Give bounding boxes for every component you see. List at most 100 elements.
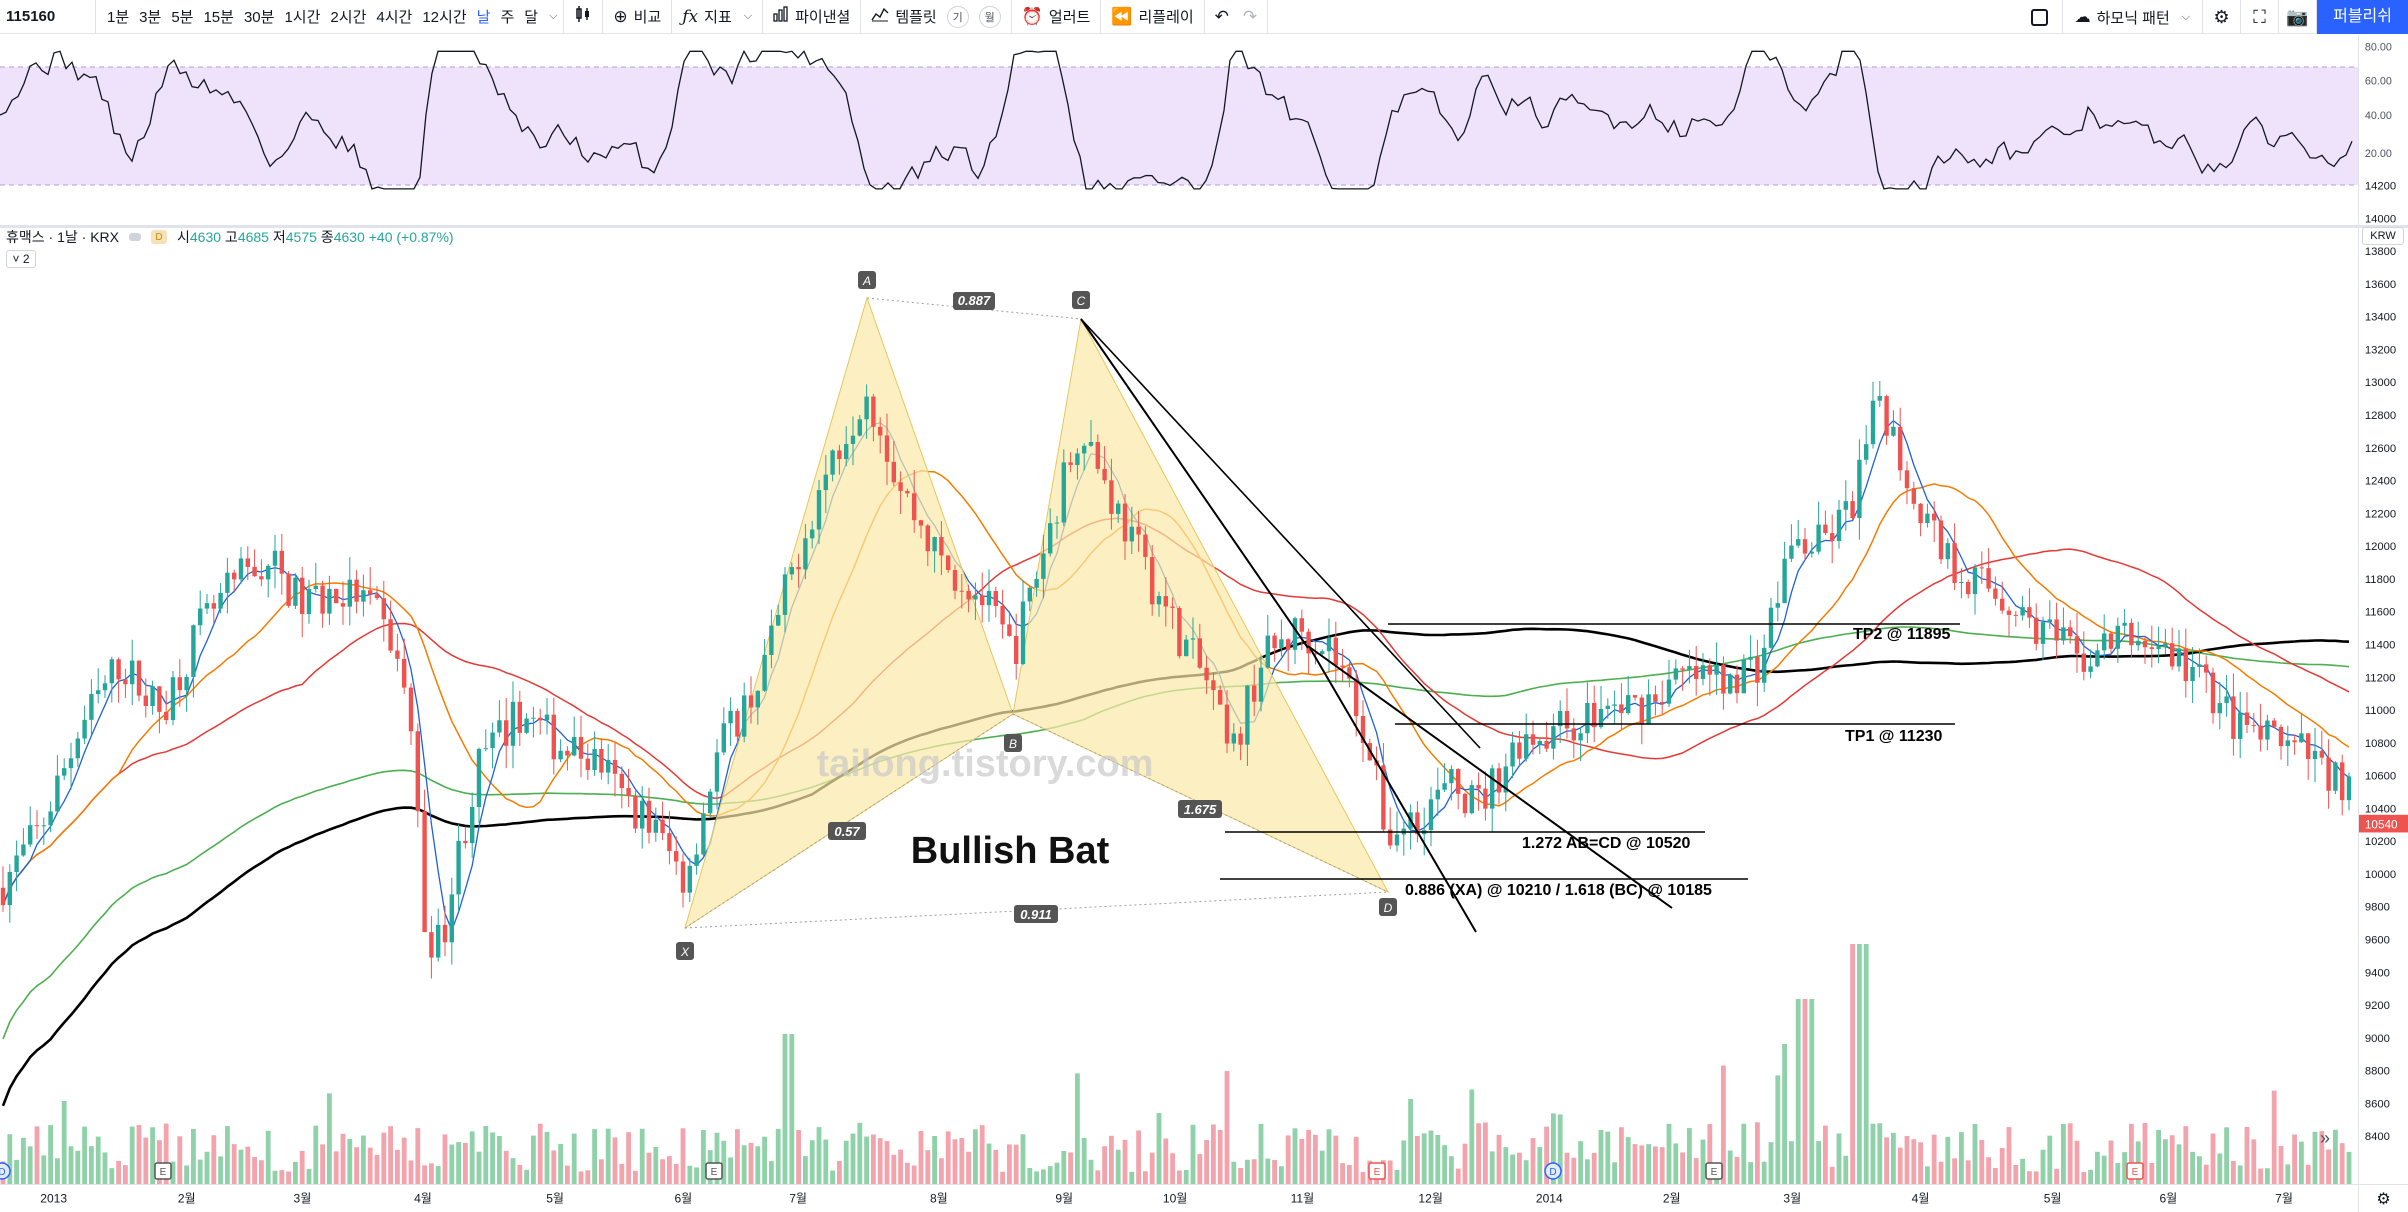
compare-button[interactable]: ⊕ 비교 — [603, 0, 673, 34]
interval-15m[interactable]: 15분 — [203, 9, 234, 26]
volume-bar — [932, 1136, 937, 1184]
interval-4h[interactable]: 4시간 — [376, 9, 413, 26]
scroll-to-realtime-icon[interactable]: » — [2319, 1127, 2330, 1148]
volume-bar — [1238, 1167, 1243, 1184]
candle — [232, 569, 237, 591]
candle-body — [1286, 639, 1291, 650]
publish-button[interactable]: 퍼블리쉬 — [2317, 0, 2408, 34]
price-axis[interactable]: 80.00 60.00 40.00 20.00 14200 14000 13800 13600… — [2358, 35, 2408, 1184]
volume-bar — [592, 1129, 597, 1184]
point-x-badge[interactable]: X — [676, 942, 694, 960]
trendline-steep[interactable] — [1309, 647, 1477, 933]
point-d-badge[interactable]: D — [1379, 898, 1397, 916]
legend-title[interactable]: 휴맥스 · 1날 · KRX — [6, 229, 119, 245]
volume-bar — [1449, 1156, 1454, 1184]
candle — [1184, 634, 1189, 657]
chevron-down-icon[interactable]: ⌵ — [549, 10, 558, 22]
volume-bar — [1918, 1142, 1923, 1184]
candle-body — [1476, 785, 1481, 789]
indicator-collapse-button[interactable]: ˅ 2 — [6, 250, 36, 268]
redo-icon[interactable]: ↷ — [1242, 6, 1258, 26]
earnings-marker[interactable]: E — [154, 1162, 172, 1180]
currency-selector[interactable]: KRW — [2362, 227, 2404, 245]
interval-5m[interactable]: 5분 — [171, 9, 194, 26]
volume-bar — [1462, 1143, 1468, 1184]
volume-bar — [1653, 1146, 1658, 1184]
interval-12h[interactable]: 12시간 — [422, 9, 467, 26]
trendline-mid[interactable] — [1080, 318, 1481, 749]
camera-icon[interactable]: 📷 — [2279, 0, 2318, 34]
price-axis-label: 12600 — [2365, 443, 2396, 455]
bar-chart-icon — [773, 6, 789, 27]
candle — [1843, 480, 1848, 531]
earnings-marker[interactable]: E — [1705, 1162, 1723, 1180]
candle-body — [14, 855, 19, 873]
candle — [96, 668, 101, 704]
volume-bar — [1387, 1160, 1393, 1184]
volume-bar — [1211, 1124, 1216, 1184]
template-mini-button-1[interactable]: 기 — [946, 5, 969, 28]
earnings-marker[interactable]: E — [705, 1162, 723, 1180]
pane-divider[interactable] — [0, 225, 2408, 228]
symbol-search[interactable]: 115160 — [0, 0, 96, 34]
candle-body — [1741, 659, 1746, 694]
candle — [259, 559, 264, 587]
indicators-button[interactable]: ƒx 지표 ⌵ — [672, 0, 764, 34]
interval-1h[interactable]: 1시간 — [284, 9, 321, 26]
volume-bar — [2333, 1129, 2338, 1184]
volume-bar — [1503, 1147, 1509, 1184]
candle — [286, 571, 291, 608]
candle — [1524, 713, 1529, 762]
interval-1m[interactable]: 1분 — [107, 9, 130, 26]
dividend-marker[interactable]: D — [0, 1162, 11, 1180]
earnings-marker[interactable]: E — [1368, 1162, 1386, 1180]
chart-type-button[interactable] — [564, 0, 604, 34]
interval-3m[interactable]: 3분 — [139, 9, 162, 26]
undo-icon[interactable]: ↶ — [1214, 6, 1229, 26]
interval-week[interactable]: 주 — [500, 9, 515, 26]
trendline-long[interactable] — [1307, 645, 1673, 909]
volume-bar — [517, 1164, 523, 1184]
candle-body — [130, 660, 135, 685]
trendline-c[interactable] — [1080, 318, 1309, 649]
layout-square-icon[interactable] — [2030, 8, 2048, 26]
volume-bar — [449, 1144, 455, 1184]
interval-month[interactable]: 달 — [524, 9, 539, 26]
candle-body — [1456, 769, 1461, 794]
candle-body — [354, 579, 359, 602]
interval-day[interactable]: 날 — [476, 9, 491, 26]
interval-2h[interactable]: 2시간 — [330, 9, 367, 26]
candle — [1782, 541, 1787, 604]
axis-settings-gear-icon[interactable]: ⚙ — [2358, 1184, 2408, 1212]
templates-button[interactable]: 템플릿 기 월 — [861, 0, 1012, 34]
candle-body — [898, 482, 903, 491]
point-c-badge[interactable]: C — [1072, 291, 1090, 309]
candle-body — [1360, 716, 1366, 744]
harmonic-pattern-dropdown[interactable]: ☁ 하모닉 패턴 ⌵ — [2061, 0, 2204, 34]
volume-bar — [986, 1143, 992, 1184]
volume-bar — [374, 1154, 380, 1184]
candle-body — [701, 813, 706, 855]
candle-body — [259, 576, 264, 580]
candle-body — [674, 851, 679, 862]
candle-body — [62, 768, 67, 776]
alert-button[interactable]: ⏰ 얼러트 — [1012, 0, 1102, 34]
legend-toggle-icon[interactable] — [128, 233, 141, 241]
point-b-badge[interactable]: B — [1004, 734, 1022, 752]
candle — [1156, 591, 1162, 617]
candle — [2047, 600, 2052, 629]
candle — [1938, 515, 1944, 564]
svg-text:0.887: 0.887 — [958, 293, 991, 308]
settings-gear-icon[interactable]: ⚙ — [2203, 0, 2242, 34]
template-mini-button-2[interactable]: 월 — [978, 5, 1001, 28]
point-a-badge[interactable]: A — [858, 271, 876, 289]
financials-button[interactable]: 파이낸셜 — [763, 0, 862, 34]
interval-30m[interactable]: 30분 — [243, 9, 275, 26]
volume-bar — [136, 1125, 142, 1184]
fullscreen-icon[interactable]: ⛶ — [2241, 0, 2280, 34]
replay-button[interactable]: ⏪ 리플레이 — [1101, 0, 1205, 34]
dividend-marker[interactable]: D — [1544, 1162, 1562, 1180]
candle-body — [2034, 617, 2039, 644]
earnings-marker[interactable]: E — [2126, 1162, 2144, 1180]
time-axis[interactable]: 2013 2월 3월 4월 5월 6월 7월 8월 9월 10월 11월 12월 2014 2월 3월 4월 5… — [0, 1184, 2358, 1212]
